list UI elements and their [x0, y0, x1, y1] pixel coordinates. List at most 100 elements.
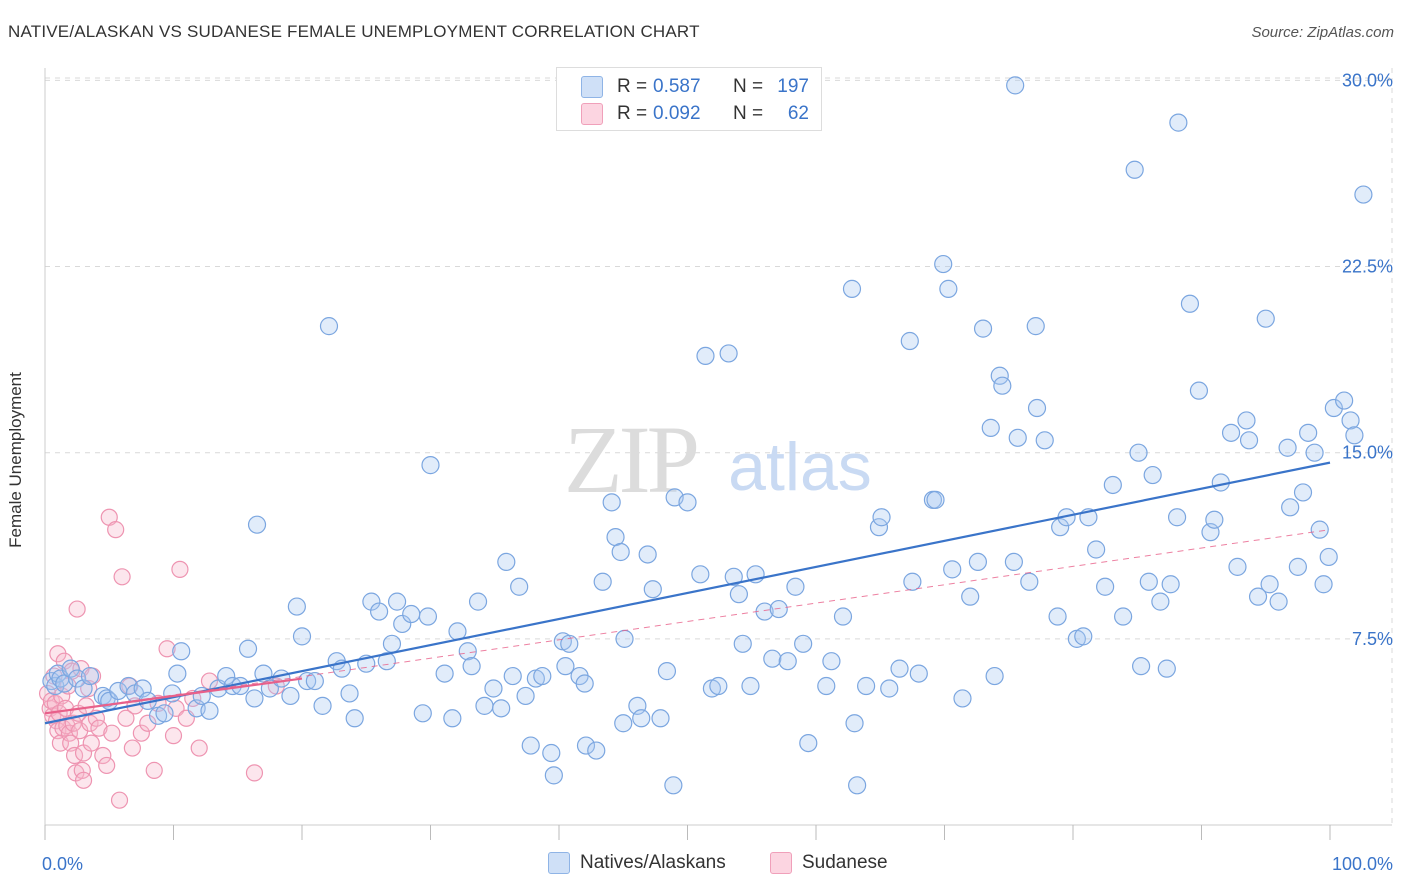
natives-point [119, 676, 138, 696]
y-tick-label: 30.0% [1342, 70, 1393, 90]
natives-point [1008, 428, 1027, 447]
natives-point [1051, 518, 1070, 537]
natives-point [602, 493, 621, 512]
legend-row-sudanese: R = 0.092 N = 62 [581, 101, 809, 127]
sudanese-point [158, 640, 176, 658]
natives-point [651, 709, 670, 728]
natives-point [1027, 398, 1047, 418]
natives-point [503, 666, 522, 686]
natives-point [1103, 475, 1122, 495]
natives-point [1026, 317, 1045, 336]
natives-point [245, 689, 264, 708]
natives-point [387, 592, 407, 611]
sudanese-point [98, 756, 116, 775]
legend-r-value: 0.092 [653, 103, 701, 124]
natives-point [1167, 508, 1187, 527]
natives-point [281, 686, 300, 706]
natives-point [516, 686, 535, 706]
natives-point [1048, 607, 1067, 626]
natives-point [587, 741, 606, 760]
natives-point [848, 776, 867, 795]
natives-point [287, 597, 306, 616]
legend-swatch-natives [581, 76, 603, 98]
y-axis-label: Female Unemployment [6, 372, 25, 548]
source-note: Source: ZipAtlas.com [1251, 24, 1394, 41]
grid-lines [45, 68, 1393, 825]
natives-point [817, 676, 836, 696]
natives-point [1169, 113, 1188, 132]
sudanese-point [123, 739, 141, 757]
natives-point [1132, 657, 1151, 676]
y-tick-label: 15.0% [1342, 443, 1393, 463]
natives-point [1020, 572, 1039, 591]
sudanese-point [94, 746, 112, 765]
natives-point [643, 580, 662, 599]
sudanese-point [167, 699, 185, 717]
bottom-legend-natives: Natives/Alaskans [548, 852, 726, 874]
bottom-legend-sudanese: Sudanese [770, 852, 888, 874]
natives-point [1345, 426, 1364, 445]
natives-point [1354, 185, 1373, 204]
legend-n-value: 62 [787, 103, 809, 124]
sudanese-point [117, 709, 135, 727]
natives-point [741, 676, 760, 696]
watermark: ZIP atlas [564, 406, 872, 513]
bottom-legend-label-sudanese: Sudanese [802, 852, 888, 873]
natives-point [382, 634, 402, 653]
watermark-zip: ZIP [564, 406, 697, 513]
natives-point [926, 490, 945, 509]
natives-point [968, 552, 988, 572]
natives-point [340, 684, 359, 703]
natives-point [492, 699, 511, 718]
natives-point [719, 344, 738, 363]
natives-point [794, 634, 813, 653]
natives-point [733, 634, 752, 653]
legend-r-label: R = [617, 76, 648, 97]
natives-point [1125, 160, 1144, 179]
sudanese-point [110, 791, 129, 809]
natives-point [678, 493, 697, 512]
natives-point [1239, 431, 1259, 450]
natives-point [61, 659, 80, 678]
natives-point [1157, 659, 1176, 678]
natives-point [903, 572, 922, 591]
natives-point [1180, 294, 1200, 313]
x-tick-label: 0.0% [42, 854, 83, 874]
natives-point [1143, 465, 1162, 485]
natives-point [833, 607, 853, 626]
natives-point [857, 676, 876, 696]
natives-point [939, 279, 958, 298]
natives-point [1288, 557, 1307, 576]
trend-lines [44, 461, 1331, 725]
natives-point [638, 545, 657, 564]
natives-point [319, 317, 339, 336]
natives-point [292, 627, 312, 646]
sudanese-point [245, 764, 264, 782]
natives-point [1341, 411, 1360, 430]
natives-point [1035, 431, 1054, 450]
natives-point [1319, 547, 1338, 567]
natives-point [418, 607, 438, 626]
natives-point [961, 587, 980, 606]
natives-point [1221, 423, 1241, 442]
natives-point [1299, 423, 1318, 442]
natives-point [664, 776, 683, 795]
legend-swatch-sudanese [581, 103, 603, 125]
natives-point [880, 679, 899, 698]
legend-n-value: 197 [777, 76, 809, 97]
natives-point [786, 577, 805, 596]
natives-point [778, 652, 797, 671]
natives-point [575, 674, 594, 693]
bottom-legend-swatch-sudanese [770, 852, 792, 874]
natives-point [1228, 557, 1247, 576]
natives-point [556, 657, 575, 676]
natives-point [484, 679, 503, 698]
natives-point [1237, 411, 1256, 430]
natives-points [42, 76, 1373, 795]
natives-point [443, 709, 462, 728]
sudanese-points [38, 508, 285, 809]
natives-point [1114, 607, 1133, 626]
sudanese-trend-solid [44, 677, 303, 715]
sudanese-point [107, 521, 125, 539]
natives-point [1074, 627, 1093, 646]
